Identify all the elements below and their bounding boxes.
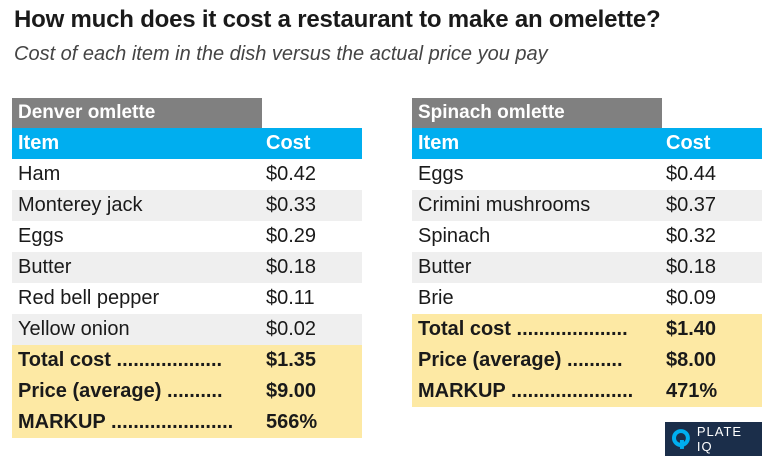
- item-name: Red bell pepper: [18, 287, 160, 309]
- item-cost: $0.29: [266, 225, 317, 247]
- item-cost: $0.18: [266, 256, 317, 278]
- summary-value: $9.00: [266, 380, 317, 402]
- table-name: Spinach omlette: [412, 98, 662, 128]
- item-cost: $0.09: [666, 287, 717, 309]
- page-subtitle: Cost of each item in the dish versus the…: [14, 43, 548, 65]
- column-header-cost: Cost: [666, 132, 711, 154]
- table-row: Butter $0.18: [12, 252, 362, 283]
- table-row: Red bell pepper $0.11: [12, 283, 362, 314]
- summary-label: Total cost ...................: [18, 349, 223, 371]
- item-cost: $0.11: [266, 287, 315, 309]
- item-name: Ham: [18, 163, 61, 185]
- summary-label: Price (average) ..........: [18, 380, 223, 402]
- item-cost: $0.44: [666, 163, 717, 185]
- column-header-cost: Cost: [266, 132, 311, 154]
- summary-row: MARKUP ...................... 566%: [12, 407, 362, 438]
- summary-label: MARKUP ......................: [418, 380, 634, 402]
- summary-label: Price (average) ..........: [418, 349, 623, 371]
- item-cost: $0.33: [266, 194, 317, 216]
- plate-iq-logo: PLATE IQ: [665, 422, 762, 456]
- spinach-omelette-table: Spinach omlette Item Cost Eggs $0.44 Crimini …: [412, 98, 762, 407]
- summary-row: Total cost ................... $1.35: [12, 345, 362, 376]
- table-row: Brie $0.09: [412, 283, 762, 314]
- item-cost: $0.02: [266, 318, 317, 340]
- item-name: Butter: [18, 256, 72, 278]
- summary-value: $8.00: [666, 349, 717, 371]
- summary-row: Price (average) .......... $8.00: [412, 345, 762, 376]
- table-row: Eggs $0.29: [12, 221, 362, 252]
- summary-value: 566%: [266, 411, 318, 433]
- summary-row: Price (average) .......... $9.00: [12, 376, 362, 407]
- item-cost: $0.32: [666, 225, 717, 247]
- summary-row: MARKUP ...................... 471%: [412, 376, 762, 407]
- denver-omelette-table: Denver omlette Item Cost Ham $0.42 Monterey j…: [12, 98, 362, 438]
- summary-label: Total cost ....................: [418, 318, 628, 340]
- column-header-item: Item: [418, 132, 460, 154]
- item-name: Eggs: [418, 163, 464, 185]
- table-row: Monterey jack $0.33: [12, 190, 362, 221]
- item-name: Butter: [418, 256, 472, 278]
- table-name: Denver omlette: [12, 98, 262, 128]
- summary-value: 471%: [666, 380, 718, 402]
- summary-label: MARKUP ......................: [18, 411, 234, 433]
- table-row: Butter $0.18: [412, 252, 762, 283]
- column-header-item: Item: [18, 132, 60, 154]
- item-cost: $0.18: [666, 256, 717, 278]
- item-name: Crimini mushrooms: [418, 194, 591, 216]
- summary-value: $1.40: [666, 318, 717, 340]
- table-row: Ham $0.42: [12, 159, 362, 190]
- table-row: Eggs $0.44: [412, 159, 762, 190]
- item-name: Brie: [418, 287, 454, 309]
- table-header-row: Item Cost: [12, 128, 362, 159]
- item-name: Eggs: [18, 225, 64, 247]
- item-cost: $0.37: [666, 194, 717, 216]
- table-row: Crimini mushrooms $0.37: [412, 190, 762, 221]
- plate-iq-logo-icon: [671, 429, 690, 449]
- summary-row: Total cost .................... $1.40: [412, 314, 762, 345]
- summary-value: $1.35: [266, 349, 317, 371]
- logo-text: PLATE IQ: [696, 424, 743, 454]
- item-name: Yellow onion: [18, 318, 130, 340]
- item-name: Spinach: [418, 225, 491, 247]
- table-header-row: Item Cost: [412, 128, 762, 159]
- page-title: How much does it cost a restaurant to ma…: [14, 6, 661, 33]
- table-row: Spinach $0.32: [412, 221, 762, 252]
- item-cost: $0.42: [266, 163, 317, 185]
- table-row: Yellow onion $0.02: [12, 314, 362, 345]
- item-name: Monterey jack: [18, 194, 143, 216]
